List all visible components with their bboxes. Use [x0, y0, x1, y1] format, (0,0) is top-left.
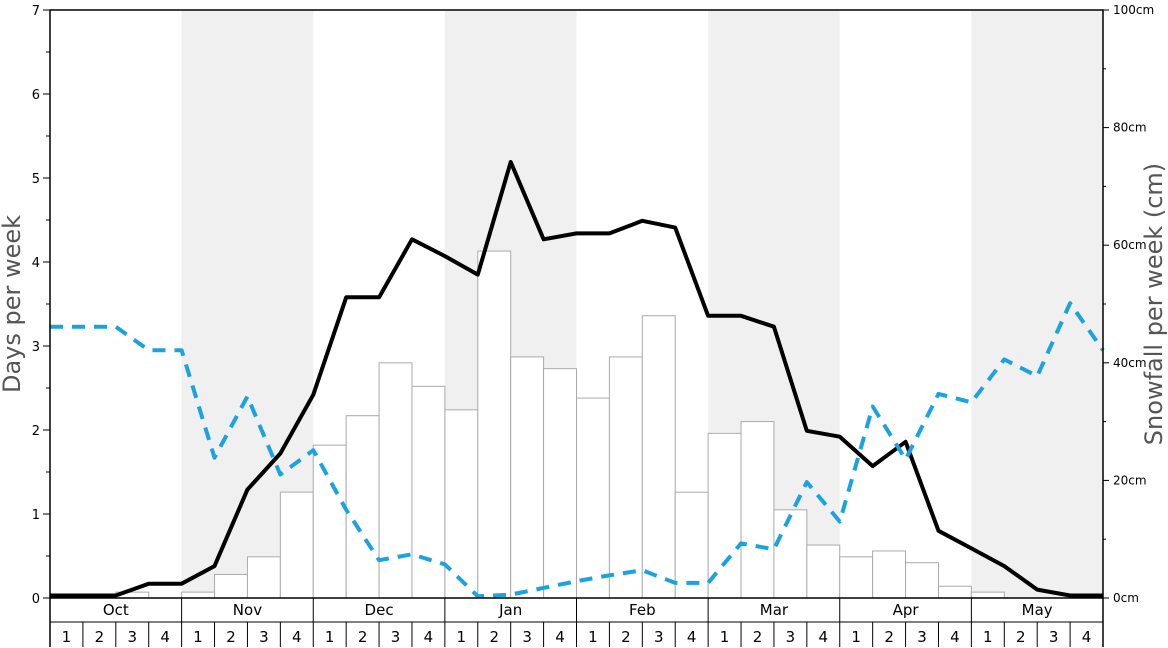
week-label: 4	[819, 628, 829, 646]
snowfall-bar	[608, 356, 643, 599]
week-label: 1	[983, 628, 993, 646]
y2-axis-title: Snowfall per week (cm)	[1140, 163, 1168, 445]
snowfall-bar	[543, 368, 577, 599]
y-tick-label: 1	[32, 508, 40, 523]
week-label: 2	[753, 628, 763, 646]
snowfall-bar	[970, 591, 1005, 599]
week-label: 1	[588, 628, 598, 646]
month-label-apr: Apr	[893, 601, 920, 619]
left-y-axis: 0 1 2 3 4 5 6 7	[32, 4, 50, 607]
snowfall-bar	[181, 591, 216, 599]
week-label: 4	[950, 628, 960, 646]
snowfall-bar	[872, 550, 907, 599]
snowfall-bar	[674, 491, 709, 599]
y-tick-label: 5	[32, 172, 40, 187]
week-label: 1	[720, 628, 730, 646]
snowfall-bar	[214, 573, 248, 599]
snowfall-bar	[345, 415, 380, 599]
week-label: 2	[489, 628, 499, 646]
y-tick-label: 7	[32, 4, 40, 19]
week-label: 4	[555, 628, 565, 646]
y2-tick-label: 80cm	[1113, 121, 1147, 135]
week-label: 3	[917, 628, 927, 646]
snowfall-bar	[740, 421, 775, 599]
y2-tick-label: 100cm	[1113, 3, 1154, 17]
week-label: 1	[325, 628, 335, 646]
snowfall-bar	[773, 509, 808, 599]
snowfall-bar	[641, 315, 676, 599]
y-tick-label: 3	[32, 340, 40, 355]
week-label: 4	[1082, 628, 1092, 646]
week-axis: 1 2 3 4 1 2 3 4 1 2 3 4 1 2 3 4 1 2 3 4 1 2 3 4 1 2 3 4 1 2 3 4	[62, 622, 1092, 647]
snowfall-bar	[839, 556, 874, 599]
week-label: 4	[160, 628, 170, 646]
dashed-line	[50, 301, 1105, 599]
snowfall-bar	[806, 544, 841, 599]
snowfall-bar	[707, 432, 742, 599]
y-tick-label: 2	[32, 424, 40, 439]
snowfall-bars	[115, 250, 1005, 599]
y-tick-label: 0	[32, 592, 40, 607]
snowfall-bar	[279, 491, 314, 599]
month-label-may: May	[1022, 601, 1053, 619]
snowfall-bar	[477, 250, 512, 599]
week-label: 1	[457, 628, 467, 646]
month-label-jan: Jan	[498, 601, 522, 619]
month-axis: Oct Nov Dec Jan Feb Mar Apr May	[49, 598, 1104, 647]
snowfall-bar	[444, 409, 479, 599]
week-label: 2	[884, 628, 894, 646]
y2-tick-label: 20cm	[1113, 473, 1147, 487]
week-label: 3	[127, 628, 137, 646]
snow-days-line	[50, 160, 1103, 598]
week-label: 1	[851, 628, 861, 646]
week-label: 3	[391, 628, 401, 646]
week-label: 2	[95, 628, 105, 646]
snowfall-bar	[312, 444, 347, 599]
snowfall-bar	[510, 356, 545, 599]
month-label-dec: Dec	[365, 601, 394, 619]
y-tick-label: 4	[32, 256, 40, 271]
snowfall-bar	[576, 397, 610, 599]
y2-tick-label: 40cm	[1113, 356, 1147, 370]
week-label: 3	[259, 628, 269, 646]
right-y-axis: 0cm 20cm 40cm 60cm 80cm 100cm	[1103, 3, 1154, 605]
y2-tick-label: 60cm	[1113, 238, 1147, 252]
snowfall-bar	[246, 556, 281, 599]
y-axis-title: Days per week	[0, 215, 26, 393]
y-tick-label: 6	[32, 88, 40, 103]
week-label: 4	[292, 628, 302, 646]
week-label: 2	[358, 628, 368, 646]
week-label: 3	[522, 628, 532, 646]
dashed-series	[50, 301, 1105, 599]
week-label: 2	[226, 628, 236, 646]
month-shade-may	[971, 10, 1103, 598]
month-label-oct: Oct	[103, 601, 129, 619]
week-label: 4	[687, 628, 697, 646]
week-label: 3	[786, 628, 796, 646]
week-label: 4	[424, 628, 434, 646]
month-label-nov: Nov	[233, 601, 262, 619]
week-label: 1	[193, 628, 203, 646]
week-label: 3	[654, 628, 664, 646]
snowfall-bar	[411, 385, 446, 599]
snowfall-bar	[905, 562, 939, 599]
snowfall-bar	[937, 585, 972, 599]
week-label: 2	[1016, 628, 1026, 646]
month-label-mar: Mar	[760, 601, 789, 619]
month-label-feb: Feb	[629, 601, 656, 619]
week-label: 3	[1049, 628, 1059, 646]
week-label: 1	[62, 628, 72, 646]
snowfall-bar	[378, 362, 413, 599]
week-label: 2	[621, 628, 631, 646]
snow-days-series	[50, 160, 1103, 598]
y2-tick-label: 0cm	[1113, 591, 1139, 605]
